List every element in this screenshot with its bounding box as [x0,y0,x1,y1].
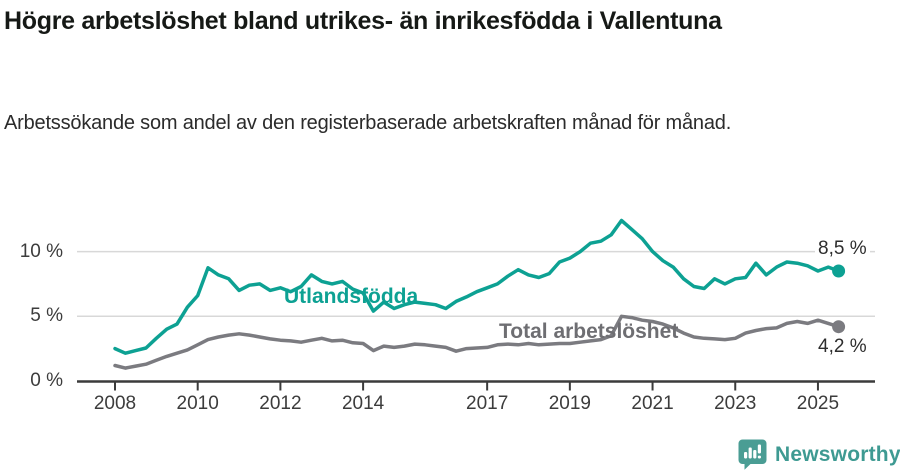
series-label-total-arbetsloshet: Total arbetslöshet [499,320,679,343]
x-tick-label-2012: 2012 [259,393,302,414]
end-value-total-arbetsloshet: 4,2 % [815,336,870,358]
series-end-dot-total-arbetsloshet [832,320,846,334]
x-tick-label-2021: 2021 [631,393,674,414]
x-tick-label-2010: 2010 [176,393,219,414]
x-tick-label-2017: 2017 [466,393,509,414]
newsworthy-logo-link[interactable]: Newsworthy [738,439,900,470]
series-end-dot-utlandsfodda [832,264,846,278]
chart-title: Högre arbetslöshet bland utrikes- än inr… [4,7,722,35]
x-tick-label-2025: 2025 [796,393,840,414]
y-tick-label-5: 5 % [30,305,63,327]
x-tick-label-2008: 2008 [93,393,137,414]
series-label-utlandsfodda: Utlandsfödda [284,285,419,308]
end-value-utlandsfodda: 8,5 % [815,238,870,260]
newsworthy-wordmark: Newsworthy [775,442,900,466]
newsworthy-logo-icon [738,439,767,470]
chart-subtitle: Arbetssökande som andel av den registerb… [4,112,732,134]
series-line-total-arbetsloshet [113,314,841,370]
x-tick-label-2014: 2014 [341,393,385,414]
x-tick-label-2023: 2023 [714,393,757,414]
y-tick-label-0: 0 % [30,370,63,391]
x-tick-label-2019: 2019 [548,393,591,414]
series-line-utlandsfodda [113,218,841,355]
y-tick-label-10: 10 % [19,240,63,262]
